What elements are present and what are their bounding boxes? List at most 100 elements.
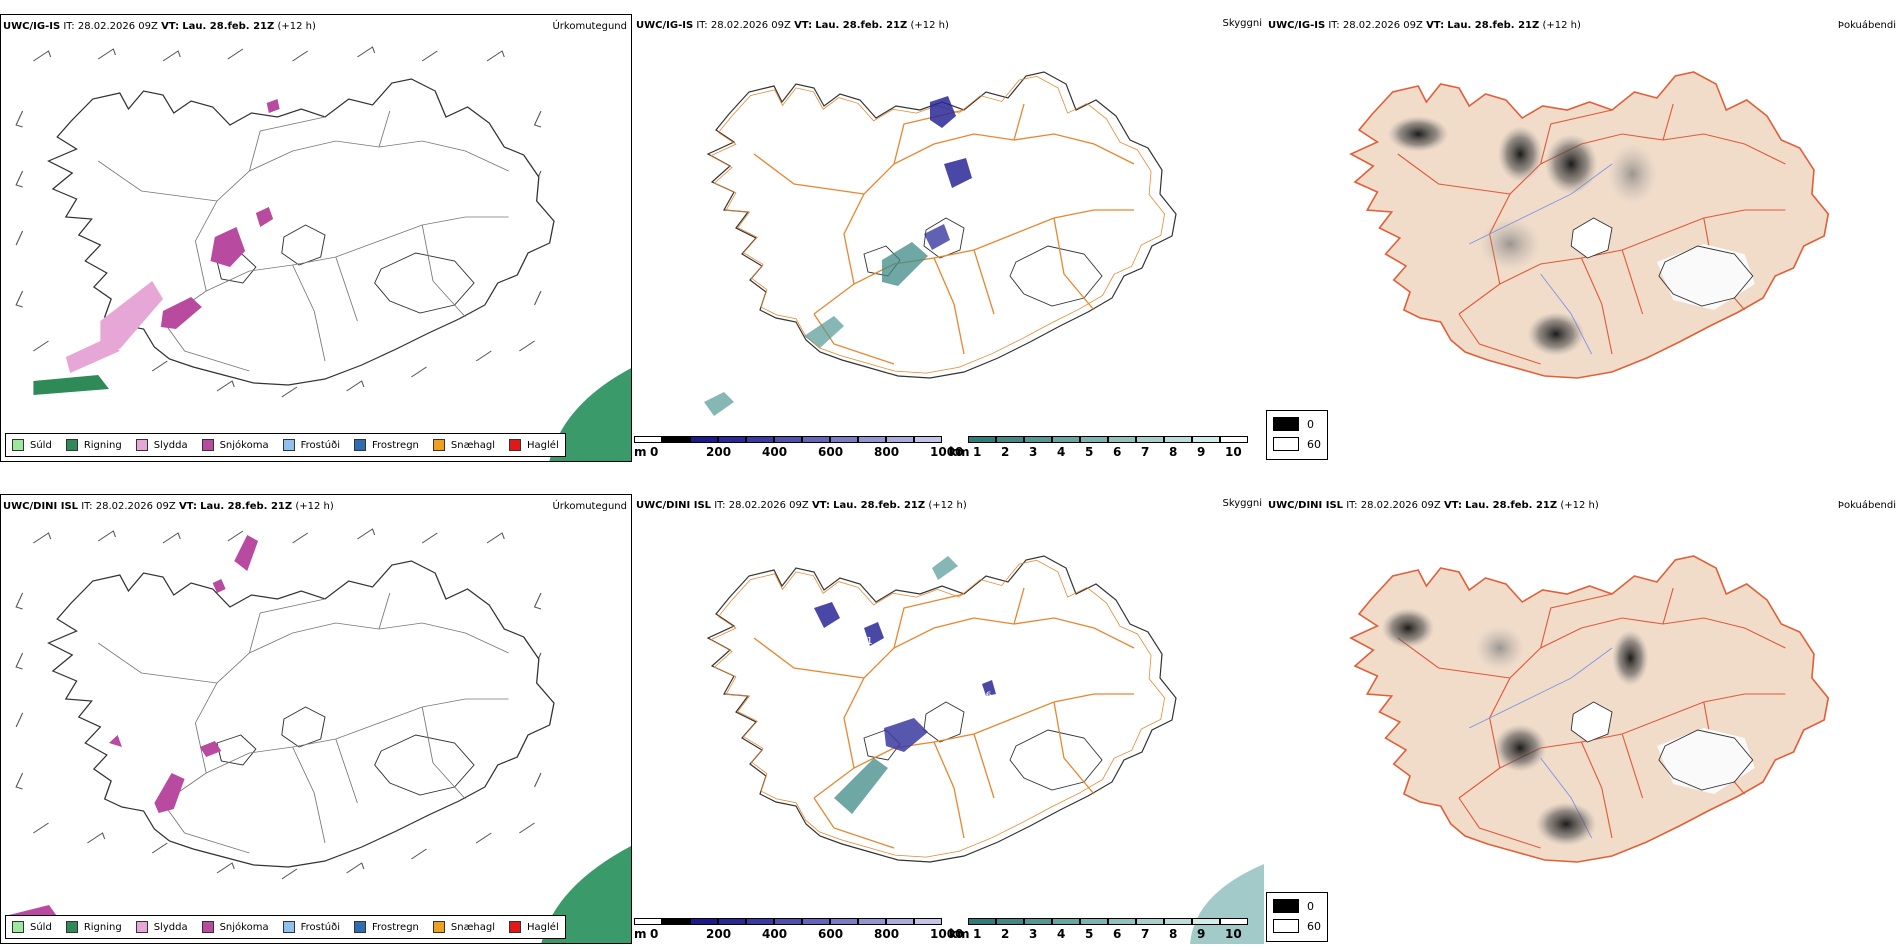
panel-title: Skyggni: [1222, 498, 1262, 509]
ceiling-colorbar: [634, 436, 942, 443]
ceiling-segment: [690, 918, 718, 925]
legend-label: Súld: [30, 439, 52, 451]
legend-swatch: [282, 921, 295, 933]
visibility-area: [804, 316, 844, 348]
legend-swatch: [65, 439, 78, 451]
colorbar-tick: 4: [1057, 445, 1066, 459]
cloud-label: 282: [894, 321, 913, 332]
fog-legend: 0 60: [1266, 410, 1328, 460]
ceiling-segment: [634, 918, 662, 925]
visibility-segment: [1192, 436, 1220, 443]
fog-legend-swatch: [1273, 899, 1299, 913]
colorbar-tick: 0: [650, 927, 659, 941]
cloud-map-row2: 20 11 71 45 26: [707, 555, 1264, 944]
visibility-segment: [968, 436, 996, 443]
cloud-label: 47: [692, 413, 703, 423]
ceiling-segment: [858, 918, 886, 925]
visibility-segment: [1136, 436, 1164, 443]
cloud-label: 10: [959, 185, 972, 196]
legend-swatch: [432, 921, 445, 933]
legend-swatch: [201, 439, 214, 451]
cloud-label: 20: [806, 616, 819, 627]
panel-title: Þokuábendi: [1837, 20, 1896, 31]
colorbar-tick: 5: [1085, 445, 1094, 459]
fog-map-row1: [1350, 71, 1830, 379]
colorbar-tick: 2: [1001, 445, 1010, 459]
visibility-colorbar: [968, 436, 1248, 443]
cloud-map-row1: 10 12 282 98 47: [692, 71, 1177, 423]
ceiling-segment: [802, 436, 830, 443]
fog-legend-label: 60: [1307, 437, 1321, 451]
visibility-segment: [968, 918, 996, 925]
legend-item: Slydda: [135, 921, 188, 933]
precip-panel-row1: UWC/IG-IS IT: 28.02.2026 09Z VT: Lau. 28…: [0, 14, 632, 462]
legend-item: Súld: [12, 439, 52, 451]
visibility-segment: [1052, 436, 1080, 443]
ceiling-segment: [886, 436, 914, 443]
visibility-segment: [1108, 436, 1136, 443]
snow-area: [255, 207, 274, 227]
snow-area: [160, 297, 202, 329]
legend-swatch: [65, 921, 78, 933]
legend-label: Snjókoma: [219, 921, 269, 933]
visibility-segment: [1164, 918, 1192, 925]
legend-item: Frostúði: [282, 921, 340, 933]
ceiling-segment: [690, 436, 718, 443]
visibility-segment: [1164, 436, 1192, 443]
fog-legend-label: 0: [1307, 899, 1314, 913]
colorbar-tick: 800: [874, 445, 900, 459]
legend-label: Rigning: [83, 921, 122, 933]
ceiling-segment: [858, 436, 886, 443]
snow-area: [212, 579, 226, 593]
cloud-panel-row1: 10 12 282 98 47 UWC/DINI ISL UWC/IG-IS I…: [634, 14, 1264, 462]
fog-legend-label: 60: [1307, 919, 1321, 933]
ceiling-segment: [886, 918, 914, 925]
colorbar-tick: 2: [1001, 927, 1010, 941]
ceiling-segment: [774, 918, 802, 925]
legend-swatch: [509, 921, 522, 933]
colorbar-tick: 200: [706, 445, 732, 459]
snow-area: [199, 741, 222, 757]
visibility-segment: [1024, 918, 1052, 925]
visibility-colorbar: [968, 918, 1248, 925]
colorbar-tick: 7: [1141, 445, 1150, 459]
legend-label: Haglél: [527, 439, 559, 451]
legend-label: Frostregn: [372, 921, 419, 933]
cloud-label: 45: [870, 740, 883, 751]
colorbar-tick: 8: [1169, 445, 1178, 459]
visibility-area: [704, 392, 734, 416]
legend-swatch: [282, 439, 295, 451]
legend-swatch: [432, 439, 445, 451]
colorbar-unit: m: [634, 445, 647, 459]
colorbar-tick: 6: [1113, 927, 1122, 941]
legend-label: Snjókoma: [219, 439, 269, 451]
cloud-label: 98: [809, 378, 821, 388]
colorbar-tick: 3: [1029, 927, 1038, 941]
ceiling-segment: [830, 436, 858, 443]
legend-label: Snæhagl: [450, 439, 496, 451]
legend-item: Súld: [12, 921, 52, 933]
colorbar-tick: 0: [650, 445, 659, 459]
colorbar-tick: 4: [1057, 927, 1066, 941]
legend-item: Haglél: [509, 921, 559, 933]
legend-label: Haglél: [527, 921, 559, 933]
cloud-label: 26: [980, 691, 992, 701]
visibility-segment: [1108, 918, 1136, 925]
visibility-segment: [1080, 918, 1108, 925]
colorbar-tick: 200: [706, 927, 732, 941]
colorbar-tick: 10: [1225, 445, 1242, 459]
legend-swatch: [135, 439, 148, 451]
legend-item: Frostregn: [354, 921, 419, 933]
legend-item: Snæhagl: [432, 921, 495, 933]
colorbar-tick: 1000: [930, 445, 964, 459]
cloud-panel-row2: 20 11 71 45 26 UWC/DINI ISL IT: 28.02.20…: [634, 494, 1264, 944]
colorbar-tick: 1: [973, 927, 982, 941]
snow-area: [266, 99, 280, 113]
ceiling-colorbar-labels: m 0 200 400 600 800 1000: [634, 927, 963, 943]
legend-label: Slydda: [153, 921, 188, 933]
rain-area: [549, 368, 631, 461]
cloud-label: 12: [943, 145, 956, 156]
ceiling-segment: [802, 918, 830, 925]
panel-header: UWC/DINI ISL IT: 28.02.2026 09Z VT: Lau.…: [636, 500, 967, 511]
legend-item: Haglél: [509, 439, 559, 451]
